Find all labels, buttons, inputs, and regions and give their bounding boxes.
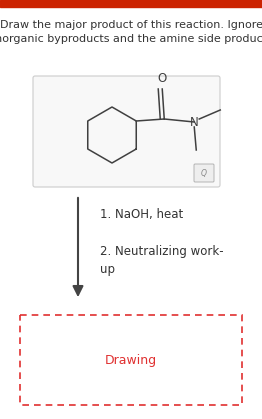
Text: inorganic byproducts and the amine side product.: inorganic byproducts and the amine side … bbox=[0, 34, 262, 44]
Text: 1. NaOH, heat: 1. NaOH, heat bbox=[100, 208, 183, 221]
Bar bbox=[0, 0, 262, 7]
Text: O: O bbox=[158, 72, 167, 85]
FancyBboxPatch shape bbox=[33, 76, 220, 187]
Text: Q: Q bbox=[201, 168, 207, 178]
Text: Draw the major product of this reaction. Ignore: Draw the major product of this reaction.… bbox=[0, 20, 262, 30]
Text: 2. Neutralizing work-
up: 2. Neutralizing work- up bbox=[100, 245, 224, 276]
Bar bbox=[20, 315, 242, 405]
Text: Drawing: Drawing bbox=[105, 354, 157, 367]
FancyBboxPatch shape bbox=[194, 164, 214, 182]
Text: N: N bbox=[190, 116, 199, 129]
